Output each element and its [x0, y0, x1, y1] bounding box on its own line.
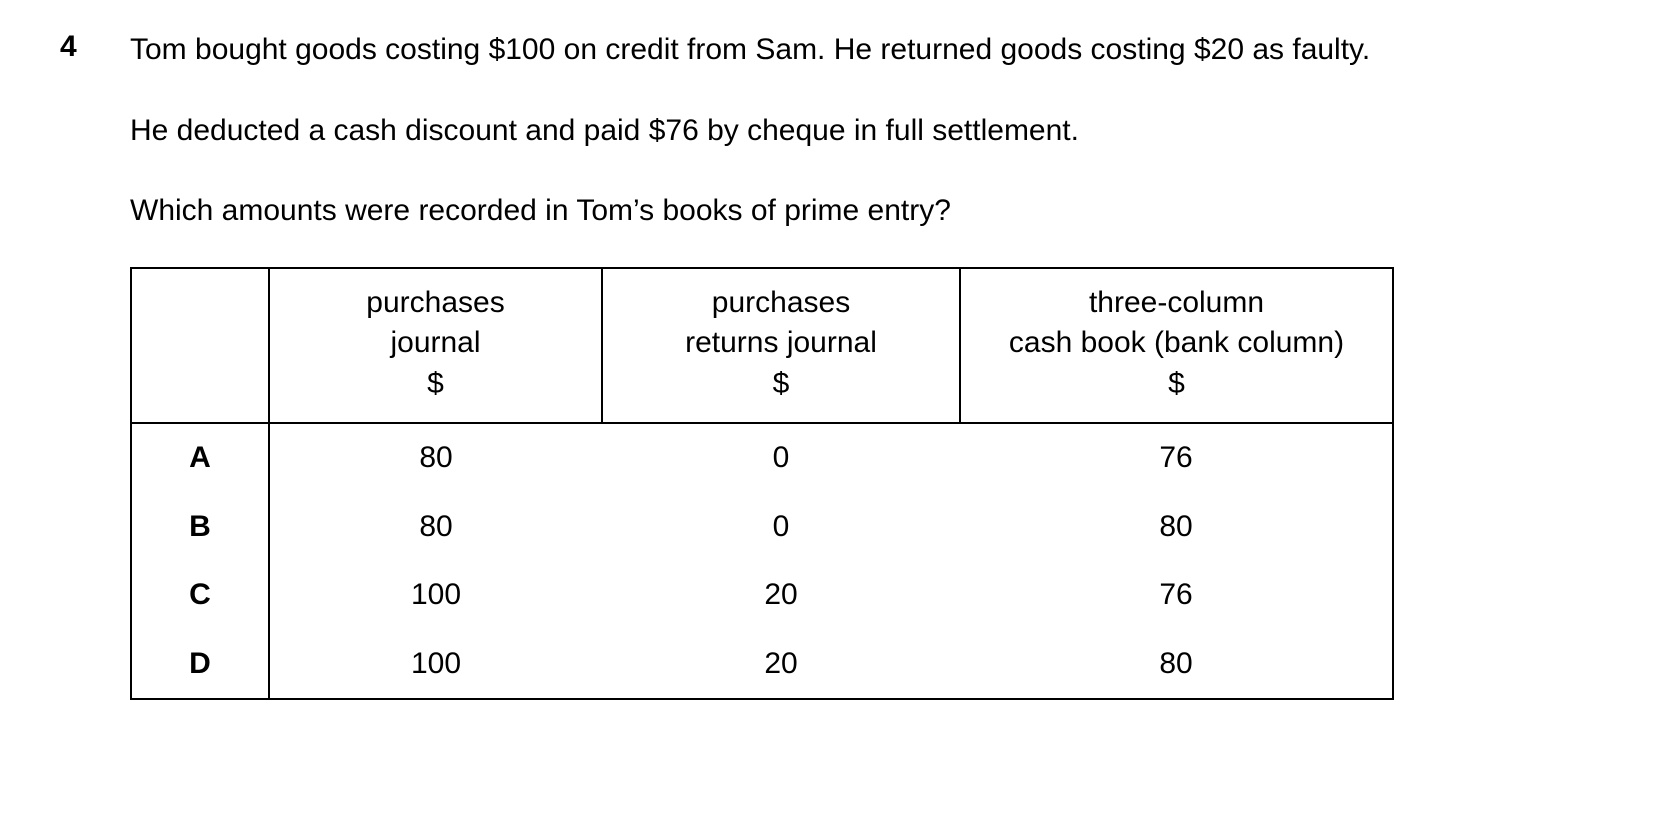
exam-question-page: 4 Tom bought goods costing $100 on credi… [0, 0, 1680, 813]
header-line: journal [288, 323, 583, 364]
option-label: A [131, 423, 269, 493]
cell-purchases: 80 [269, 423, 602, 493]
table-header-returns: purchases returns journal $ [602, 268, 960, 424]
cell-cashbook: 80 [960, 630, 1393, 700]
table-row: C 100 20 76 [131, 561, 1393, 630]
header-line: three-column [979, 283, 1374, 324]
cell-returns: 20 [602, 561, 960, 630]
cell-purchases: 100 [269, 630, 602, 700]
question-number: 4 [60, 30, 90, 64]
question-paragraph-1: Tom bought goods costing $100 on credit … [130, 30, 1620, 71]
question-row: 4 Tom bought goods costing $100 on credi… [60, 30, 1620, 700]
cell-cashbook: 76 [960, 561, 1393, 630]
header-line: cash book (bank column) [979, 323, 1374, 364]
header-line: $ [288, 364, 583, 405]
option-label: C [131, 561, 269, 630]
cell-returns: 0 [602, 423, 960, 493]
table-header-option [131, 268, 269, 424]
table-header-row: purchases journal $ purchases returns jo… [131, 268, 1393, 424]
header-line: purchases [621, 283, 941, 324]
cell-cashbook: 80 [960, 493, 1393, 562]
table-header-cashbook: three-column cash book (bank column) $ [960, 268, 1393, 424]
header-line: purchases [288, 283, 583, 324]
cell-returns: 0 [602, 493, 960, 562]
header-line: $ [621, 364, 941, 405]
answer-options-table: purchases journal $ purchases returns jo… [130, 267, 1394, 701]
cell-returns: 20 [602, 630, 960, 700]
option-label: B [131, 493, 269, 562]
header-line: $ [979, 364, 1374, 405]
cell-purchases: 100 [269, 561, 602, 630]
header-line: returns journal [621, 323, 941, 364]
table-row: A 80 0 76 [131, 423, 1393, 493]
table-row: D 100 20 80 [131, 630, 1393, 700]
cell-cashbook: 76 [960, 423, 1393, 493]
table-header-purchases: purchases journal $ [269, 268, 602, 424]
cell-purchases: 80 [269, 493, 602, 562]
question-paragraph-3: Which amounts were recorded in Tom’s boo… [130, 191, 1620, 232]
option-label: D [131, 630, 269, 700]
question-body: Tom bought goods costing $100 on credit … [130, 30, 1620, 700]
table-row: B 80 0 80 [131, 493, 1393, 562]
question-paragraph-2: He deducted a cash discount and paid $76… [130, 111, 1620, 152]
